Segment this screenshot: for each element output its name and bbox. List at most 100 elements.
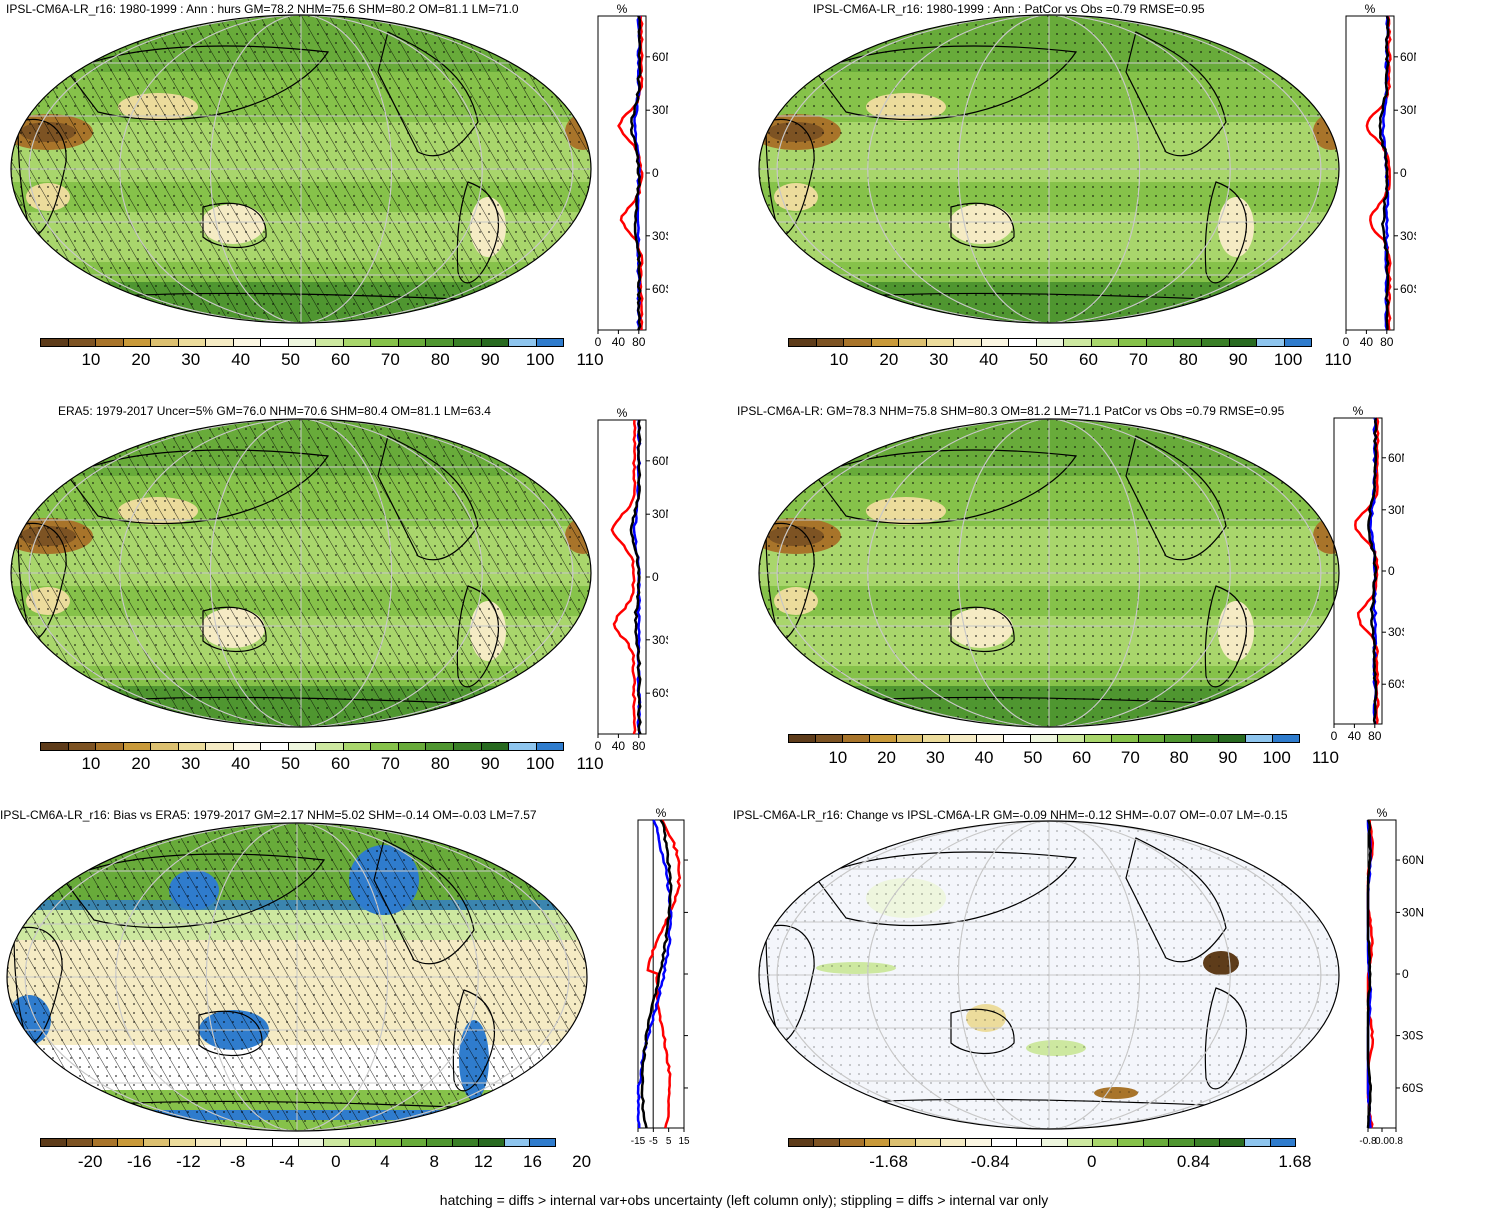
colorbar-label: 0: [331, 1152, 341, 1171]
profile-xtick: 0.0: [1375, 1136, 1389, 1147]
map-border: [10, 14, 592, 324]
profile-unit: %: [1353, 404, 1364, 418]
colorbar-swatch: [814, 1139, 840, 1146]
profile-xtick: 5: [666, 1136, 672, 1147]
profile-unit: %: [1365, 2, 1376, 16]
colorbar-swatch: [288, 743, 317, 750]
profile-curve: [1367, 417, 1378, 725]
colorbar-label: 90: [1228, 350, 1248, 369]
profile-curve: [629, 419, 642, 735]
profile-xtick: 80: [632, 335, 646, 349]
colorbar-swatch: [981, 339, 1010, 346]
profile-curve: [629, 15, 642, 331]
lat-label: 60N: [1388, 451, 1404, 465]
colorbar-label: 1.68: [1278, 1152, 1312, 1171]
colorbar-label: 10: [81, 754, 101, 773]
colorbar-label: 100: [525, 350, 555, 369]
colorbar-label: 80: [1169, 748, 1189, 767]
colorbar-swatch: [954, 339, 982, 346]
colorbar-swatch: [871, 339, 900, 346]
colorbar-swatch: [839, 1139, 866, 1146]
lat-label: 0: [1400, 166, 1407, 180]
colorbar-swatch: [233, 339, 262, 346]
colorbar-swatch: [96, 339, 124, 346]
colorbar-swatch: [1064, 339, 1092, 346]
robinson-map: [758, 418, 1340, 728]
colorbar-label: 20: [131, 350, 151, 369]
profile-curve: [636, 819, 673, 1128]
colorbar-swatch: [92, 1139, 119, 1146]
colorbar-label: 100: [1273, 350, 1303, 369]
colorbar-swatch: [178, 339, 207, 346]
profile-xtick: -15: [631, 1136, 646, 1147]
profile-xtick: 80: [1380, 335, 1394, 349]
colorbar-swatch: [1174, 339, 1202, 346]
colorbar-swatch: [427, 1139, 453, 1146]
profile-unit: %: [617, 2, 628, 16]
profile-curve: [1365, 15, 1392, 331]
colorbar-label: 30: [181, 754, 201, 773]
colorbar-swatch: [530, 1139, 555, 1146]
colorbar: [788, 734, 1300, 743]
colorbar-swatch: [842, 735, 870, 742]
colorbar-swatch: [261, 339, 289, 346]
map-fill: [759, 821, 1339, 1129]
colorbar-label: 80: [430, 350, 450, 369]
colorbar-label: 60: [1072, 748, 1092, 767]
lat-label: 0: [652, 570, 659, 584]
profile-frame: [637, 819, 685, 1129]
colorbar-label: 70: [380, 350, 400, 369]
colorbar-swatch: [869, 735, 897, 742]
colorbar-swatch: [398, 339, 427, 346]
colorbar-swatch: [941, 1139, 967, 1146]
colorbar-swatch: [789, 339, 817, 346]
colorbar-swatch: [915, 1139, 942, 1146]
colorbar-label: 30: [929, 350, 949, 369]
colorbar-label: 10: [829, 350, 849, 369]
profile-xtick: 40: [612, 335, 626, 349]
colorbar-swatch: [272, 1139, 299, 1146]
profile-xtick: -0.8: [1359, 1136, 1377, 1147]
colorbar-swatch: [896, 735, 924, 742]
colorbar-label: 4: [380, 1152, 390, 1171]
colorbar-swatch: [144, 1139, 170, 1146]
colorbar-swatch: [123, 339, 152, 346]
colorbar-label: 110: [576, 350, 604, 369]
colorbar-swatch: [324, 1139, 350, 1146]
lat-label: 30N: [1400, 103, 1416, 117]
colorbar-swatch: [41, 743, 69, 750]
lat-label: 60S: [1402, 1081, 1423, 1095]
profile-xtick: 15: [678, 1136, 690, 1147]
colorbar: [40, 1138, 556, 1147]
colorbar-swatch: [68, 743, 97, 750]
zonal-mean-profile: % 60N 30N 0 30S 60S -0.80.0 0.8: [1359, 806, 1424, 1147]
robinson-map: [10, 418, 592, 728]
colorbar-label: -16: [127, 1152, 152, 1171]
colorbar-label: 16: [522, 1152, 542, 1171]
colorbar-swatch: [1194, 1139, 1220, 1146]
lat-label: 60S: [1400, 282, 1416, 296]
colorbar-label: 60: [331, 350, 350, 369]
colorbar-swatch: [481, 743, 510, 750]
map-fill: [759, 15, 1339, 323]
colorbar-swatch: [151, 743, 179, 750]
colorbar-swatch: [1165, 735, 1193, 742]
colorbar-label: 70: [380, 754, 400, 773]
colorbar-swatch: [316, 743, 344, 750]
zonal-mean-profile: % 60N 30N 0 30S 60S 0 40 80: [595, 2, 668, 349]
colorbar-swatch: [206, 743, 234, 750]
colorbar-swatch: [481, 339, 510, 346]
colorbar-label: 60: [1079, 350, 1098, 369]
colorbar-swatch: [991, 1139, 1018, 1146]
map-fill: [7, 823, 587, 1131]
lat-label: 30N: [1402, 905, 1424, 919]
colorbar-label: 70: [1120, 748, 1140, 767]
colorbar-swatch: [1229, 339, 1258, 346]
colorbar-label: 50: [1023, 748, 1043, 767]
colorbar-swatch: [206, 339, 234, 346]
graticule: [759, 15, 1339, 323]
colorbar-swatch: [509, 339, 537, 346]
lat-label: 30N: [1388, 503, 1404, 517]
colorbar-swatch: [343, 339, 372, 346]
panel-title: IPSL-CM6A-LR_r16: Bias vs ERA5: 1979-201…: [0, 808, 537, 822]
